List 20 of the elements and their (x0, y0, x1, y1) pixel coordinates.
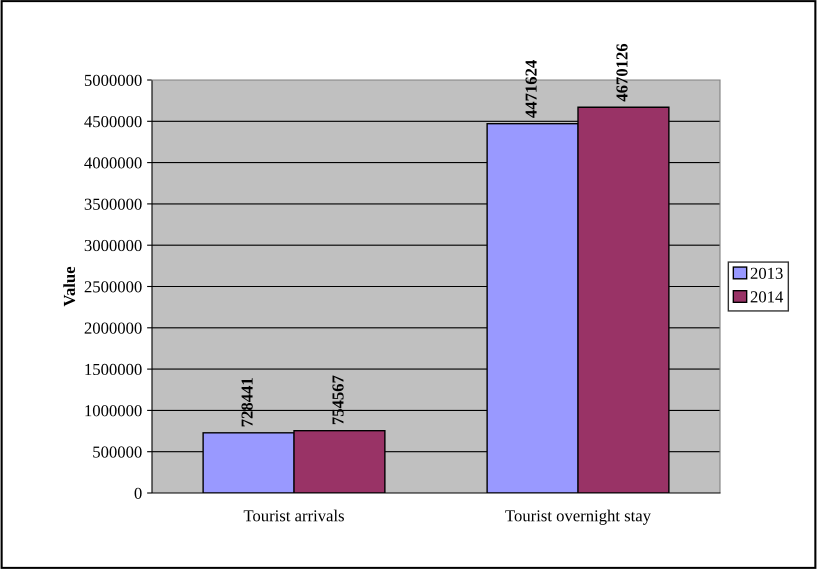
y-tick-label: 3500000 (84, 198, 142, 210)
y-tick-label: 1000000 (85, 405, 142, 416)
data-label: 4471624 (526, 60, 537, 118)
y-tick-label: 2000000 (84, 322, 142, 334)
data-label: 754567 (332, 376, 344, 424)
y-tick-label: 1500000 (85, 364, 142, 376)
y-tick-label: 4500000 (84, 116, 142, 128)
y-tick-label: 3000000 (84, 240, 142, 252)
data-label: 728441 (241, 378, 253, 426)
y-tick-label: 0 (134, 488, 142, 499)
x-tick-label: Tourist overnight stay (505, 510, 651, 525)
y-tick-label: 500000 (93, 446, 142, 458)
y-tick-label: 4000000 (84, 157, 142, 169)
x-tick-label: Tourist arrivals (244, 510, 344, 522)
legend-label: 2014 (750, 291, 784, 302)
y-tick-label: 5000000 (84, 74, 142, 86)
legend-label: 2013 (750, 268, 783, 279)
y-tick-label: 2500000 (84, 281, 142, 292)
data-label: 4670126 (616, 44, 628, 102)
y-axis-title: Value (63, 266, 76, 306)
